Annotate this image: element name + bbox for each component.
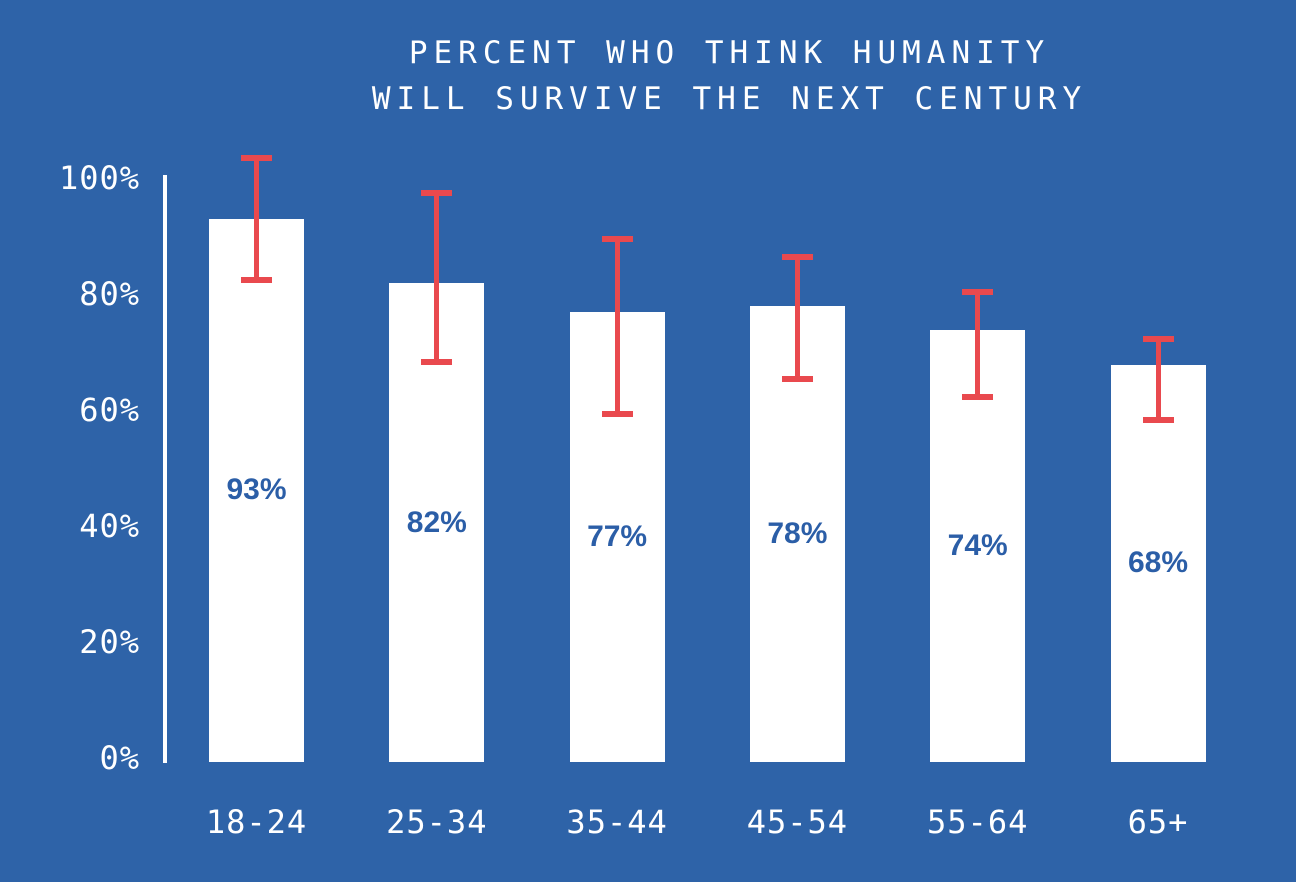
error-bar-cap-bottom <box>241 277 272 284</box>
y-axis-tick-label: 40% <box>79 507 140 545</box>
error-bar-cap-top <box>421 189 453 196</box>
bar: 68% <box>1110 364 1206 762</box>
y-axis-tick-label: 100% <box>58 159 140 197</box>
bar-value-label: 78% <box>767 517 828 551</box>
error-bar-cap-top <box>601 236 633 243</box>
x-axis-tick-label: 45-54 <box>746 803 849 841</box>
bar-value-label: 93% <box>226 473 287 507</box>
x-axis-tick-label: 25-34 <box>386 803 488 841</box>
error-bar-cap-bottom <box>601 411 633 418</box>
chart-title-line-1: PERCENT WHO THINK HUMANITY <box>408 35 1051 71</box>
bar: 93% <box>209 218 304 762</box>
x-axis-tick-label: 35-44 <box>566 803 668 841</box>
bar-value-label: 82% <box>406 505 467 539</box>
error-bar-cap-bottom <box>1142 417 1174 424</box>
bar-value-label: 68% <box>1127 546 1189 580</box>
chart-title: PERCENT WHO THINK HUMANITY WILL SURVIVE … <box>163 30 1296 122</box>
y-axis-tick-label: 20% <box>79 623 140 661</box>
y-axis-tick-label: 0% <box>99 739 140 777</box>
bar: 74% <box>930 329 1026 762</box>
bar-value-label: 77% <box>587 520 648 554</box>
error-bar-cap-top <box>241 154 272 161</box>
error-bar-cap-bottom <box>781 376 813 383</box>
bar-value-label: 74% <box>947 528 1008 562</box>
error-bar-line <box>614 236 620 418</box>
error-bar-cap-bottom <box>962 393 994 400</box>
x-axis-tick-label: 18-24 <box>205 803 308 841</box>
x-axis-tick-label: 65+ <box>1127 803 1189 841</box>
error-bar-line <box>254 154 259 284</box>
x-axis-tick-label: 55-64 <box>927 803 1029 841</box>
error-bar-line <box>1155 335 1161 424</box>
error-bar-cap-top <box>1142 335 1174 342</box>
error-bar-cap-top <box>781 253 813 260</box>
y-axis-tick-label: 80% <box>79 275 140 313</box>
error-bar-line <box>434 189 440 365</box>
error-bar-line <box>975 288 981 400</box>
error-bar-line <box>794 253 800 383</box>
chart-title-line-2: WILL SURVIVE THE NEXT CENTURY <box>371 81 1088 117</box>
y-axis-tick-label: 60% <box>79 391 140 429</box>
error-bar-cap-top <box>962 288 994 295</box>
error-bar-cap-bottom <box>421 358 453 365</box>
y-axis-line <box>163 175 167 763</box>
